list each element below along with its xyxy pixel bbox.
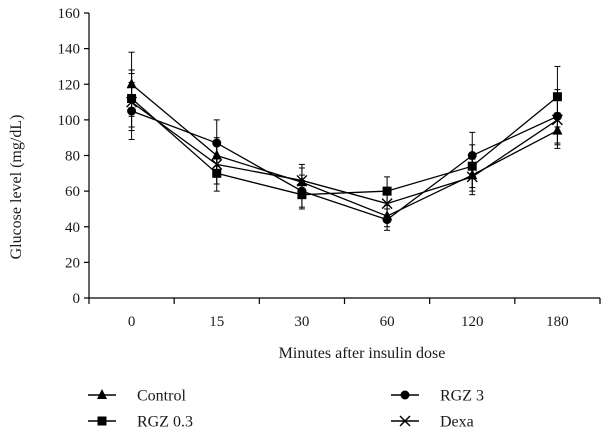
data-point-dexa <box>296 174 308 186</box>
x-axis-title: Minutes after insulin dose <box>279 345 446 362</box>
legend-label-control: Control <box>137 388 186 405</box>
data-point-dexa <box>551 114 563 126</box>
data-point-rgz-3 <box>297 186 307 196</box>
legend-marker-rgz-0-3 <box>97 416 107 426</box>
data-point-rgz-3 <box>212 138 222 148</box>
data-point-control <box>467 169 478 180</box>
data-point-rgz-0-3 <box>467 161 477 171</box>
data-point-rgz-0-3 <box>127 94 137 103</box>
legend-marker-control <box>97 389 107 399</box>
y-tick-label: 60 <box>65 184 80 200</box>
data-point-dexa <box>466 171 478 183</box>
data-point-dexa-stroke <box>296 174 308 186</box>
data-point-rgz-3 <box>467 151 477 160</box>
data-point-control <box>126 78 137 89</box>
y-tick-label: 140 <box>58 42 81 58</box>
series-line-rgz-0-3 <box>131 96 558 196</box>
legend-label-dexa: Dexa <box>440 414 474 431</box>
x-tick-label: 30 <box>294 314 309 330</box>
data-point-rgz-3 <box>127 106 137 116</box>
series-line-control <box>131 83 558 217</box>
y-tick-label: 120 <box>58 77 81 93</box>
data-point-dexa <box>381 198 393 210</box>
legend-marker-dexa-stroke <box>399 415 411 427</box>
y-tick-label: 100 <box>58 113 81 129</box>
data-point-rgz-0-3 <box>552 92 562 102</box>
data-point-control <box>211 149 222 160</box>
data-point-dexa <box>126 96 138 108</box>
data-point-dexa-stroke <box>211 158 223 170</box>
legend-item-dexa: Dexa <box>391 414 474 431</box>
x-tick-label: 15 <box>209 314 224 330</box>
data-point-rgz-0-3 <box>382 186 392 196</box>
error-bars <box>128 51 561 231</box>
y-tick-labels: 0 20 40 60 80 100 120 140 160 <box>58 6 81 307</box>
y-tick-label: 20 <box>65 255 80 271</box>
x-tick-label: 180 <box>546 314 569 330</box>
data-point-dexa <box>211 158 223 170</box>
y-tick-label: 160 <box>58 6 81 22</box>
x-tick-label: 60 <box>380 314 395 330</box>
axes <box>84 12 601 304</box>
data-point-control <box>552 124 563 135</box>
data-point-dexa-stroke <box>126 96 138 108</box>
data-point-dexa-stroke <box>381 198 393 210</box>
series-line-dexa <box>131 101 558 205</box>
legend-item-rgz-0-3: RGZ 0.3 <box>88 414 193 431</box>
legend-item-rgz-3: RGZ 3 <box>391 388 484 405</box>
y-tick-label: 0 <box>73 291 81 307</box>
data-markers <box>126 78 563 225</box>
legend-label-rgz-3: RGZ 3 <box>440 388 484 405</box>
data-point-rgz-0-3 <box>212 168 222 178</box>
legend-label-rgz-0-3: RGZ 0.3 <box>137 414 193 431</box>
legend-item-control: Control <box>88 388 186 405</box>
data-point-dexa-stroke <box>466 171 478 183</box>
x-tick-labels: 0 15 30 60 120 180 <box>128 314 569 330</box>
y-tick-label: 40 <box>65 220 80 236</box>
x-tick-label: 120 <box>461 314 484 330</box>
legend-marker-dexa <box>399 415 411 427</box>
legend-marker-rgz-3 <box>400 390 410 400</box>
y-axis-title: Glucose level (mg/dL) <box>8 115 25 260</box>
legend: Control RGZ 0.3 RGZ 3 Dexa <box>88 388 484 431</box>
x-tick-label: 0 <box>128 314 136 330</box>
data-point-rgz-3 <box>382 215 392 225</box>
series-line-rgz-3 <box>131 110 558 221</box>
data-point-dexa-stroke <box>551 114 563 126</box>
y-tick-label: 80 <box>65 149 80 165</box>
series-lines <box>131 83 558 221</box>
